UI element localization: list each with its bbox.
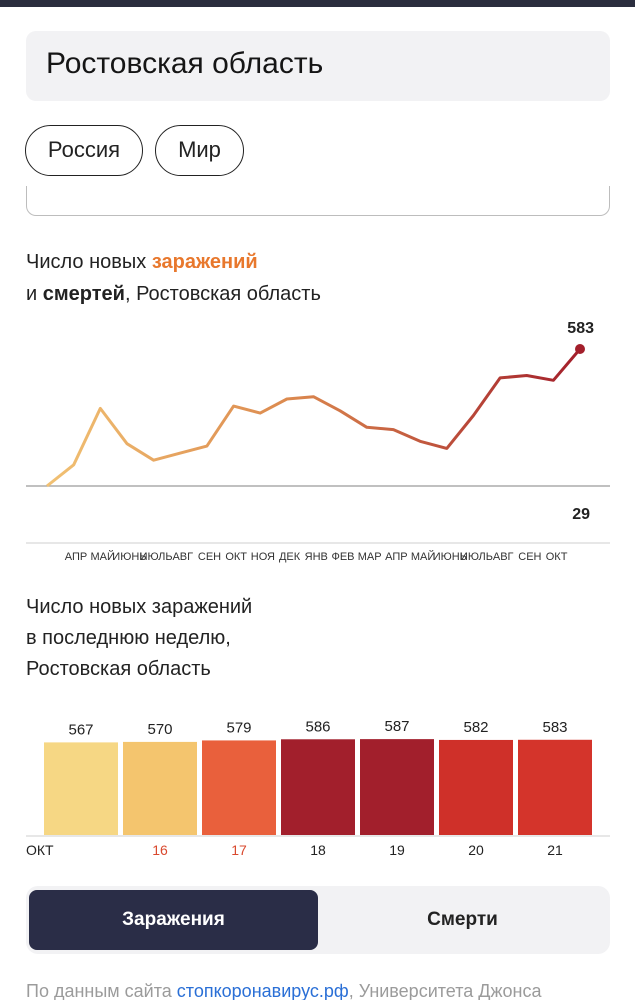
bar	[518, 739, 592, 835]
bar	[281, 739, 355, 835]
title-prefix: Число новых	[26, 251, 152, 273]
collapsed-panel	[26, 186, 610, 216]
bar	[439, 739, 513, 835]
deaths-tab[interactable]: Смерти	[318, 890, 607, 950]
title-infections: заражений	[151, 251, 258, 273]
x-tick-label: ИЮЛЬ	[140, 551, 173, 563]
bar-title-line-3: Ростовская область	[26, 658, 211, 680]
bar-title-line-2: в последнюю неделю,	[26, 627, 231, 649]
source-link[interactable]: стопкоронавирус.рф	[176, 981, 349, 1000]
infections-tab[interactable]: Заражения	[29, 890, 318, 950]
x-tick-label: ДЕК	[279, 551, 301, 563]
top-bar	[0, 0, 635, 7]
x-tick-label: ИЮНЬ	[433, 551, 467, 563]
bar-value-label: 583	[542, 719, 567, 736]
x-tick-label: СЕН	[198, 551, 221, 563]
bar-category-label: 20	[468, 842, 484, 858]
bar-category-label: 16	[152, 842, 168, 858]
bar-value-label: 582	[463, 719, 488, 736]
x-tick-label: АПР	[65, 551, 87, 563]
infections-line	[46, 348, 582, 488]
bar-category-label: ОКТ	[26, 842, 54, 858]
last-value-label: 583	[567, 320, 594, 337]
deaths-tab-label: Смерти	[427, 909, 498, 930]
bar-chart-title: Число новых заражений в последнюю неделю…	[26, 592, 252, 685]
title-and: и	[26, 283, 43, 305]
bar-value-label: 570	[147, 721, 172, 738]
russia-button-label: Россия	[47, 137, 121, 162]
bar-value-label: 567	[68, 721, 93, 738]
world-button-label: Мир	[178, 137, 221, 162]
region-select[interactable]: Ростовская область	[26, 31, 610, 101]
bar-title-line-1: Число новых заражений	[26, 596, 253, 618]
x-tick-label: ОКТ	[225, 551, 247, 563]
metric-toggle: Заражения Смерти	[26, 886, 610, 954]
bar-chart: 567 ОКТ 570 16 579 17 586 18 587 19 582 20 583 21	[26, 718, 610, 858]
world-button[interactable]: Мир	[155, 125, 244, 176]
x-tick-label: ИЮНЬ	[112, 551, 146, 563]
x-tick-label: МАР	[358, 551, 382, 563]
bar-category-label: 19	[389, 842, 405, 858]
bar-value-label: 586	[305, 718, 330, 735]
source-note: По данным сайта стопкоронавирус.рф, Унив…	[26, 981, 626, 1000]
region-name: Ростовская область	[46, 47, 324, 80]
bar-value-label: 587	[384, 718, 409, 735]
deaths-value-label: 29	[572, 506, 590, 523]
russia-button[interactable]: Россия	[25, 125, 143, 176]
bar	[44, 742, 118, 835]
title-deaths: смертей	[42, 283, 125, 305]
bar	[360, 739, 434, 835]
x-tick-label: НОЯ	[251, 551, 275, 563]
line-chart-title: Число новых заражений и смертей, Ростовс…	[26, 246, 321, 310]
x-tick-label: АВГ	[493, 551, 514, 563]
bar	[123, 741, 197, 835]
x-tick-label: ЯНВ	[305, 551, 328, 563]
bar-value-label: 579	[226, 719, 251, 736]
x-tick-label: МАЙ	[90, 550, 114, 563]
source-suffix: , Университета Джонса	[348, 981, 542, 1000]
x-tick-label: ФЕВ	[331, 551, 354, 563]
x-tick-label: МАЙ	[411, 550, 435, 563]
x-tick-label: АВГ	[172, 551, 193, 563]
bar-category-label: 21	[547, 842, 563, 858]
source-prefix: По данным сайта	[26, 981, 177, 1000]
bar	[202, 740, 276, 835]
bar-category-label: 17	[231, 842, 247, 858]
x-tick-label: АПР	[385, 551, 407, 563]
x-tick-label: ИЮЛЬ	[460, 551, 493, 563]
last-point-marker	[575, 343, 585, 354]
title-suffix: , Ростовская область	[124, 283, 321, 305]
x-tick-label: ОКТ	[546, 551, 568, 563]
infections-tab-label: Заражения	[122, 909, 225, 930]
bar-category-label: 18	[310, 842, 326, 858]
x-tick-label: СЕН	[518, 551, 541, 563]
